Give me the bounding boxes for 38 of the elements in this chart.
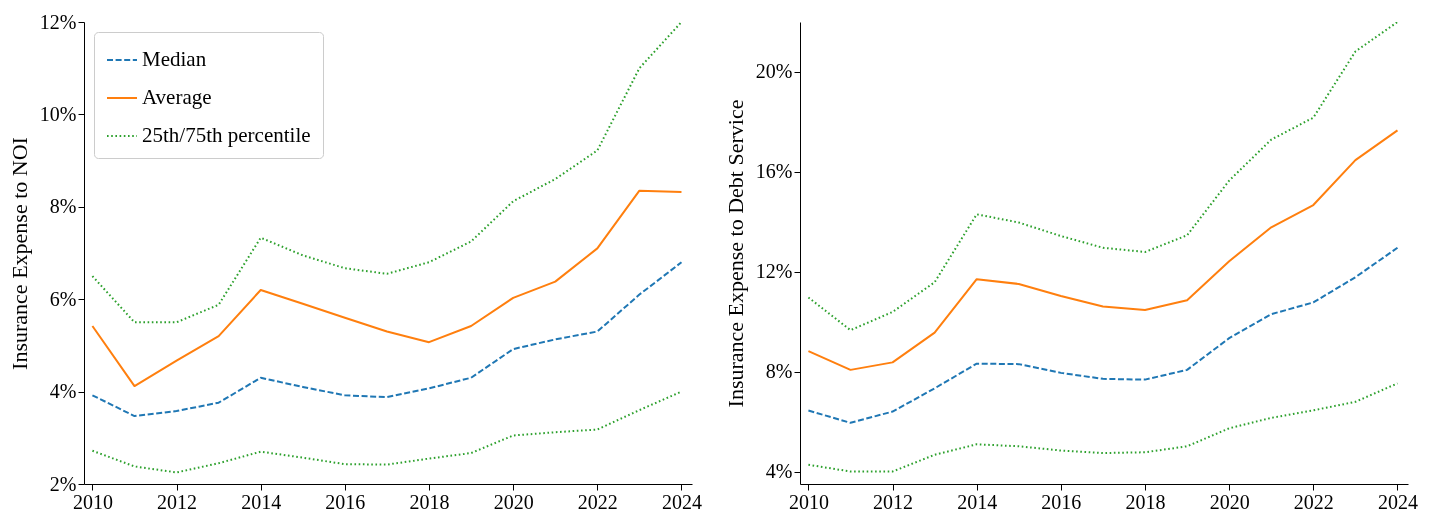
line-series: [91, 189, 683, 388]
x-tick-label: 2024: [1377, 490, 1418, 513]
y-tick-label: 12%: [755, 260, 793, 283]
line-series: [807, 22, 1399, 332]
y-tick-label: 20%: [755, 60, 793, 83]
y-tick-label: 12%: [39, 10, 77, 33]
x-tick-label: 2014: [241, 490, 282, 513]
line-series: [807, 382, 1399, 473]
x-tick-label: 2014: [957, 490, 998, 513]
y-axis-title: Insurance Expense to NOI: [6, 137, 32, 370]
y-tick-label: 4%: [765, 460, 793, 483]
x-tick-label: 2020: [493, 490, 534, 513]
x-tick-label: 2016: [325, 490, 366, 513]
x-tick-label: 2012: [873, 490, 914, 513]
y-tick-label: 8%: [49, 195, 77, 218]
legend-label: Average: [142, 85, 212, 109]
legend-label: 25th/75th percentile: [142, 123, 311, 147]
x-tick-label: 2018: [409, 490, 450, 513]
x-tick-label: 2016: [1041, 490, 1082, 513]
line-series: [807, 129, 1399, 371]
y-tick-label: 8%: [765, 360, 793, 383]
x-tick-label: 2024: [661, 490, 702, 513]
x-tick-label: 2010: [788, 490, 829, 513]
y-tick-label: 4%: [49, 380, 77, 403]
x-tick-label: 2018: [1125, 490, 1166, 513]
y-axis-title: Insurance Expense to Debt Service: [722, 99, 748, 408]
x-tick-label: 2020: [1209, 490, 1250, 513]
x-tick-label: 2022: [1293, 490, 1334, 513]
y-tick-label: 10%: [39, 102, 77, 125]
x-tick-label: 2012: [157, 490, 198, 513]
y-tick-label: 16%: [755, 160, 793, 183]
line-series: [91, 22, 683, 324]
line-series: [807, 246, 1399, 424]
line-series: [91, 390, 683, 474]
y-tick-label: 6%: [49, 287, 77, 310]
x-tick-label: 2022: [577, 490, 618, 513]
legend-label: Median: [142, 47, 207, 71]
line-series: [91, 261, 683, 418]
